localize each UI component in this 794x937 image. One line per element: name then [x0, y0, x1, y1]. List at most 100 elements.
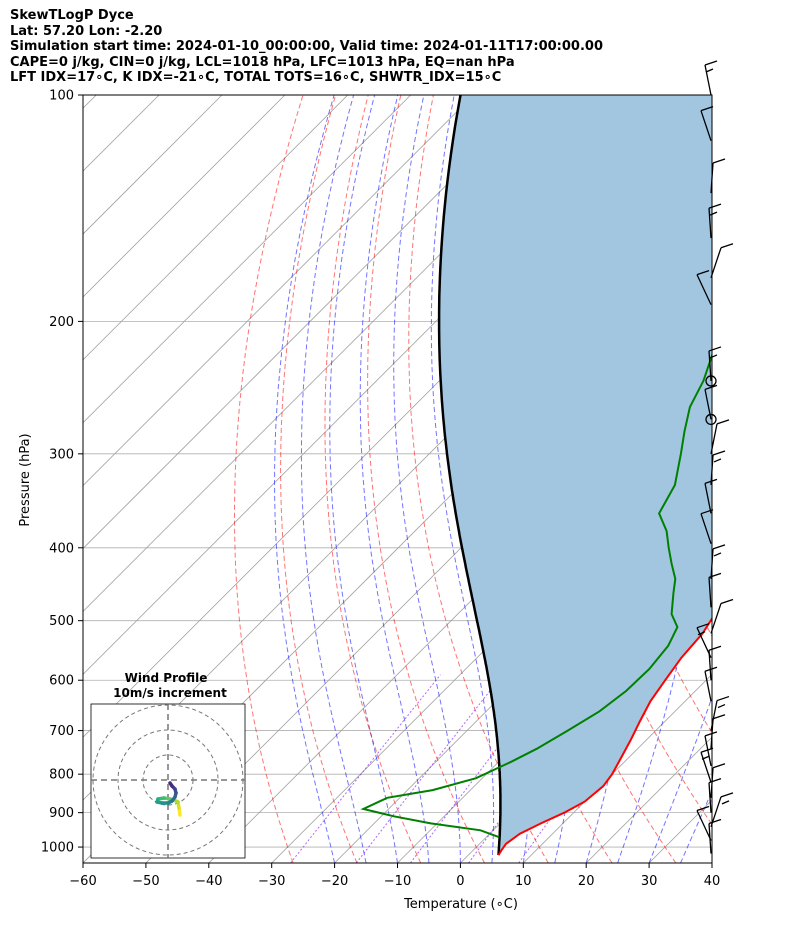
wind-barb-flag — [720, 792, 734, 798]
wind-barb-staff — [708, 823, 712, 854]
isotherm — [83, 95, 474, 487]
isotherm — [83, 95, 286, 298]
wind-barb-flag — [712, 544, 726, 550]
wind-barb-half-flag — [701, 755, 710, 760]
wind-barb-staff — [710, 603, 722, 634]
cin-shading — [439, 95, 712, 856]
wind-barb-half-flag — [721, 800, 730, 805]
x-tick-label: 40 — [704, 874, 721, 889]
dewpoint-line — [360, 352, 712, 839]
temperature-line — [497, 616, 712, 856]
wind-barb-half-flag — [709, 211, 718, 216]
wind-barb — [710, 695, 730, 731]
wind-barb-flag — [708, 645, 722, 651]
wind-barb-flag — [720, 243, 734, 249]
dry-adiabat — [759, 95, 794, 863]
wind-barb — [704, 60, 718, 96]
axes: −60 −50 −40 −30 −20 −10 0 10 20 30 40 1000 900 800 700… — [41, 89, 720, 890]
wind-barb-staff — [708, 577, 712, 608]
wind-barb-flag — [704, 731, 718, 737]
isotherm — [83, 95, 349, 361]
moist-adiabat — [329, 95, 398, 863]
title-indices: LFT IDX=17∘C, K IDX=-21∘C, TOTAL TOTS=16… — [10, 70, 502, 86]
wind-barb — [710, 450, 726, 485]
mixing-ratio-line — [355, 674, 503, 863]
isotherm — [83, 95, 537, 550]
title-station: SkewTLogP Dyce — [10, 8, 134, 23]
y-tick-label: 400 — [49, 541, 74, 556]
dry-adiabat — [324, 95, 422, 863]
y-tick-label: 1000 — [41, 841, 74, 856]
dry-adiabat — [280, 95, 358, 863]
dry-adiabat — [727, 95, 794, 863]
y-tick-label: 500 — [49, 614, 74, 629]
wind-barb-half-flag — [717, 703, 726, 709]
x-tick-label: 0 — [456, 874, 464, 889]
wind-barb-flag — [708, 572, 722, 578]
wind-barb-staff — [696, 810, 712, 841]
wind-barb-flag — [712, 158, 726, 164]
wind-barb-staff — [704, 483, 712, 514]
wind-barb-half-flag — [713, 552, 722, 557]
inset-subtitle: 10m/s increment — [113, 686, 227, 700]
wind-barb-flag — [716, 419, 730, 425]
wind-barb-flag — [704, 478, 718, 484]
wind-barb — [696, 270, 712, 305]
wind-barb-flag — [716, 695, 730, 702]
y-axis-label: Pressure (hPa) — [18, 433, 33, 526]
title-cape-info: CAPE=0 j/kg, CIN=0 j/kg, LCL=1018 hPa, L… — [10, 54, 515, 70]
mixing-ratio-line — [409, 674, 554, 863]
mixing-ratio-line — [290, 674, 441, 863]
y-tick-label: 800 — [49, 768, 74, 783]
y-tick-label: 300 — [49, 447, 74, 462]
wind-barb — [710, 158, 726, 194]
dry-adiabat — [367, 95, 485, 863]
x-axis-label: Temperature (∘C) — [403, 897, 518, 912]
wind-barb-flag — [700, 509, 714, 515]
inset-content — [91, 704, 245, 858]
title-location: Lat: 57.20 Lon: -2.20 — [10, 23, 163, 39]
wind-barb — [696, 805, 712, 841]
wind-barb-flag — [704, 60, 718, 66]
x-tick-label: −40 — [195, 874, 222, 889]
wind-barb-staff — [708, 208, 712, 239]
wind-barb — [708, 572, 722, 608]
wind-barb-staff — [700, 513, 712, 544]
wind-barb-flag — [696, 270, 710, 276]
wind-barb-flag — [708, 203, 722, 209]
wind-barb-flag — [708, 778, 722, 784]
isotherm — [523, 673, 712, 863]
wind-barb — [710, 598, 734, 634]
x-tick-label: 20 — [578, 874, 595, 889]
calm-wind-circle — [705, 375, 717, 387]
isotherm — [83, 95, 223, 235]
wind-barb-flag — [700, 747, 714, 753]
wind-barb — [710, 243, 734, 278]
wind-barb-staff — [710, 247, 722, 278]
x-tick-label: −50 — [132, 874, 159, 889]
isotherm — [83, 95, 411, 424]
moist-adiabat — [680, 789, 712, 863]
wind-barb-flag — [708, 818, 722, 825]
wind-barb-staff — [696, 274, 712, 305]
wind-barb-half-flag — [709, 354, 718, 359]
wind-barb-staff — [704, 671, 712, 702]
x-tick-label: −10 — [384, 874, 411, 889]
wind-barb-flag — [712, 450, 726, 456]
wind-barb-flag — [700, 106, 714, 112]
wind-barb-staff — [708, 650, 712, 681]
calm-wind-circle — [705, 413, 717, 426]
moist-adiabat — [711, 861, 712, 863]
x-tick-label: −20 — [321, 874, 348, 889]
wind-barb-staff — [700, 110, 712, 141]
wind-profile-inset: Wind Profile 10m/s increment — [90, 671, 246, 859]
x-tick-label: 10 — [515, 874, 532, 889]
wind-barb — [700, 106, 714, 141]
wind-barb-flag — [704, 384, 718, 391]
inset-title: Wind Profile — [125, 671, 208, 685]
wind-barb — [700, 509, 714, 544]
moist-adiabat — [300, 95, 367, 863]
wind-barb-flag — [712, 714, 726, 720]
wind-barb-half-flag — [713, 458, 722, 463]
wind-barb-flag — [696, 805, 710, 812]
